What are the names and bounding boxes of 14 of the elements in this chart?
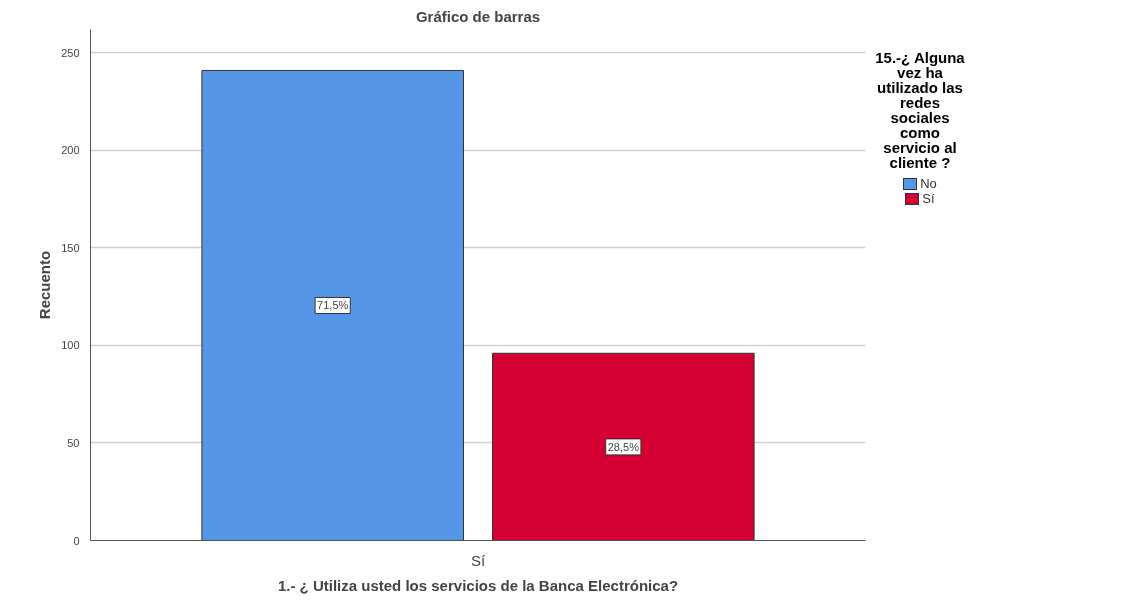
y-tick-label: 200 xyxy=(61,144,80,157)
annotation: 71,5% xyxy=(317,299,349,312)
legend-label: Sí xyxy=(921,191,935,206)
legend-label: No xyxy=(919,176,937,191)
annotation: 28,5% xyxy=(607,440,640,453)
y-tick-label: 100 xyxy=(61,339,80,352)
y-tick-label: 150 xyxy=(61,241,80,254)
y-tick-label: 250 xyxy=(61,46,80,59)
chart-title: Gráfico de barras xyxy=(415,7,541,25)
x-axis-title: 1.- ¿ Utiliza usted los servicios de la Banca Electrónica? xyxy=(277,576,679,594)
y-axis-title: Recuento xyxy=(36,250,54,320)
y-tick-label: 50 xyxy=(67,436,80,449)
legend-title: 15.-¿ Alguna vez ha utilizado las redes sociales como servicio al cliente ? xyxy=(874,49,966,171)
y-tick-label: 0 xyxy=(73,534,80,547)
